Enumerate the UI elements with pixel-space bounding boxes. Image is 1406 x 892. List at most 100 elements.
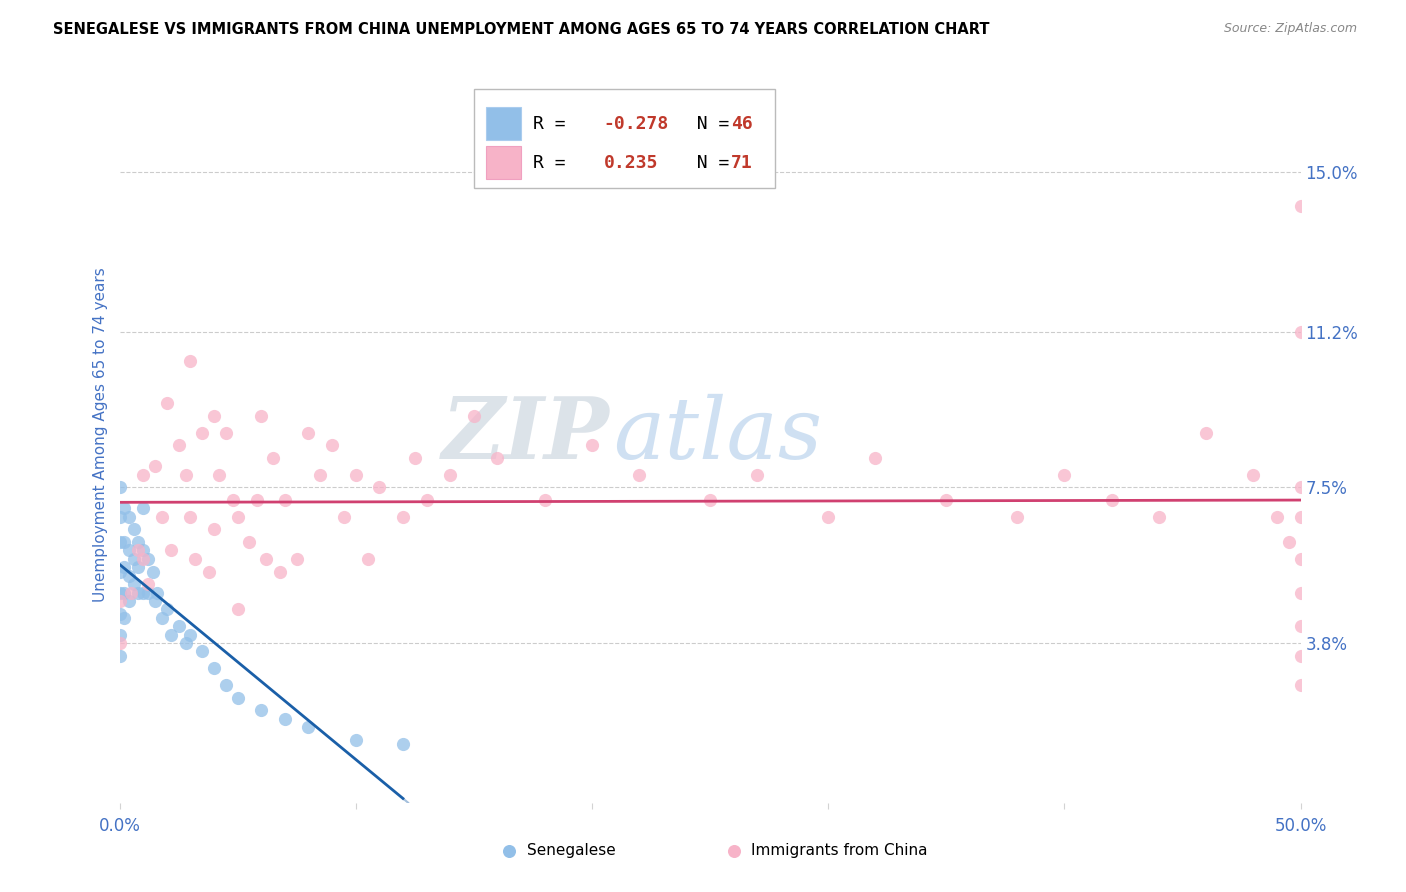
Point <box>245 493 267 508</box>
Point <box>132 543 155 558</box>
Point <box>392 737 415 751</box>
Point <box>254 552 277 566</box>
Point <box>1289 585 1312 599</box>
Point <box>1241 467 1264 482</box>
Point <box>368 480 391 494</box>
Bar <box>485 107 522 140</box>
Point <box>463 409 485 423</box>
Text: N =: N = <box>675 115 740 133</box>
Point <box>150 509 173 524</box>
Point <box>274 712 297 726</box>
Point <box>404 450 426 465</box>
FancyBboxPatch shape <box>474 89 775 188</box>
Point <box>817 509 839 524</box>
Point <box>439 467 461 482</box>
Point <box>112 560 135 574</box>
Point <box>179 354 201 368</box>
Point <box>112 585 135 599</box>
Point <box>202 661 225 675</box>
Point <box>120 585 142 599</box>
Point <box>222 493 245 508</box>
Point <box>108 480 131 494</box>
Point <box>274 493 297 508</box>
Point <box>179 509 201 524</box>
Point <box>215 678 238 692</box>
Point <box>1289 648 1312 663</box>
Point <box>122 523 145 537</box>
Point <box>118 509 141 524</box>
Point <box>1053 467 1076 482</box>
Point <box>108 636 131 650</box>
Point <box>533 493 555 508</box>
Point <box>167 619 190 633</box>
Text: Immigrants from China: Immigrants from China <box>751 843 928 858</box>
Point <box>160 543 183 558</box>
Point <box>191 425 214 440</box>
Point <box>344 732 367 747</box>
Point <box>238 535 260 549</box>
Point <box>122 552 145 566</box>
Bar <box>485 146 522 179</box>
Point <box>108 627 131 641</box>
Point <box>118 568 141 582</box>
Point <box>250 409 273 423</box>
Point <box>202 409 225 423</box>
Point <box>262 450 284 465</box>
Point <box>143 594 166 608</box>
Point <box>108 648 131 663</box>
Point <box>108 607 131 621</box>
Point <box>1289 199 1312 213</box>
Point <box>136 552 159 566</box>
Point <box>297 720 319 734</box>
Point <box>127 535 149 549</box>
Point <box>167 438 190 452</box>
Text: SENEGALESE VS IMMIGRANTS FROM CHINA UNEMPLOYMENT AMONG AGES 65 TO 74 YEARS CORRE: SENEGALESE VS IMMIGRANTS FROM CHINA UNEM… <box>53 22 990 37</box>
Y-axis label: Unemployment Among Ages 65 to 74 years: Unemployment Among Ages 65 to 74 years <box>93 268 108 602</box>
Point <box>297 425 319 440</box>
Text: Source: ZipAtlas.com: Source: ZipAtlas.com <box>1223 22 1357 36</box>
Point <box>269 565 291 579</box>
Point <box>136 585 159 599</box>
Point <box>127 585 149 599</box>
Point <box>132 585 155 599</box>
Point <box>146 585 169 599</box>
Point <box>132 552 155 566</box>
Point <box>699 493 721 508</box>
Text: atlas: atlas <box>613 393 823 476</box>
Point <box>202 523 225 537</box>
Point <box>226 602 249 616</box>
Point <box>1278 535 1301 549</box>
Point <box>1289 480 1312 494</box>
Point <box>122 577 145 591</box>
Point <box>935 493 957 508</box>
Point <box>250 703 273 717</box>
Point <box>112 501 135 516</box>
Point <box>108 565 131 579</box>
Point <box>1289 619 1312 633</box>
Text: N =: N = <box>675 154 740 172</box>
Text: 46: 46 <box>731 115 754 133</box>
Point <box>1005 509 1028 524</box>
Point <box>156 396 179 410</box>
Point <box>127 543 149 558</box>
Point <box>747 467 769 482</box>
Point <box>112 611 135 625</box>
Point <box>285 552 308 566</box>
Point <box>356 552 378 566</box>
Point <box>581 438 603 452</box>
Point <box>1101 493 1123 508</box>
Point <box>486 450 509 465</box>
Point <box>333 509 356 524</box>
Point <box>1147 509 1170 524</box>
Point <box>127 560 149 574</box>
Text: 0.235: 0.235 <box>603 154 658 172</box>
Point <box>179 627 201 641</box>
Point <box>142 565 165 579</box>
Point <box>112 535 135 549</box>
Point <box>184 552 207 566</box>
Point <box>174 636 197 650</box>
Point <box>1265 509 1288 524</box>
Point <box>215 425 238 440</box>
Point <box>1289 678 1312 692</box>
Point <box>226 690 249 705</box>
